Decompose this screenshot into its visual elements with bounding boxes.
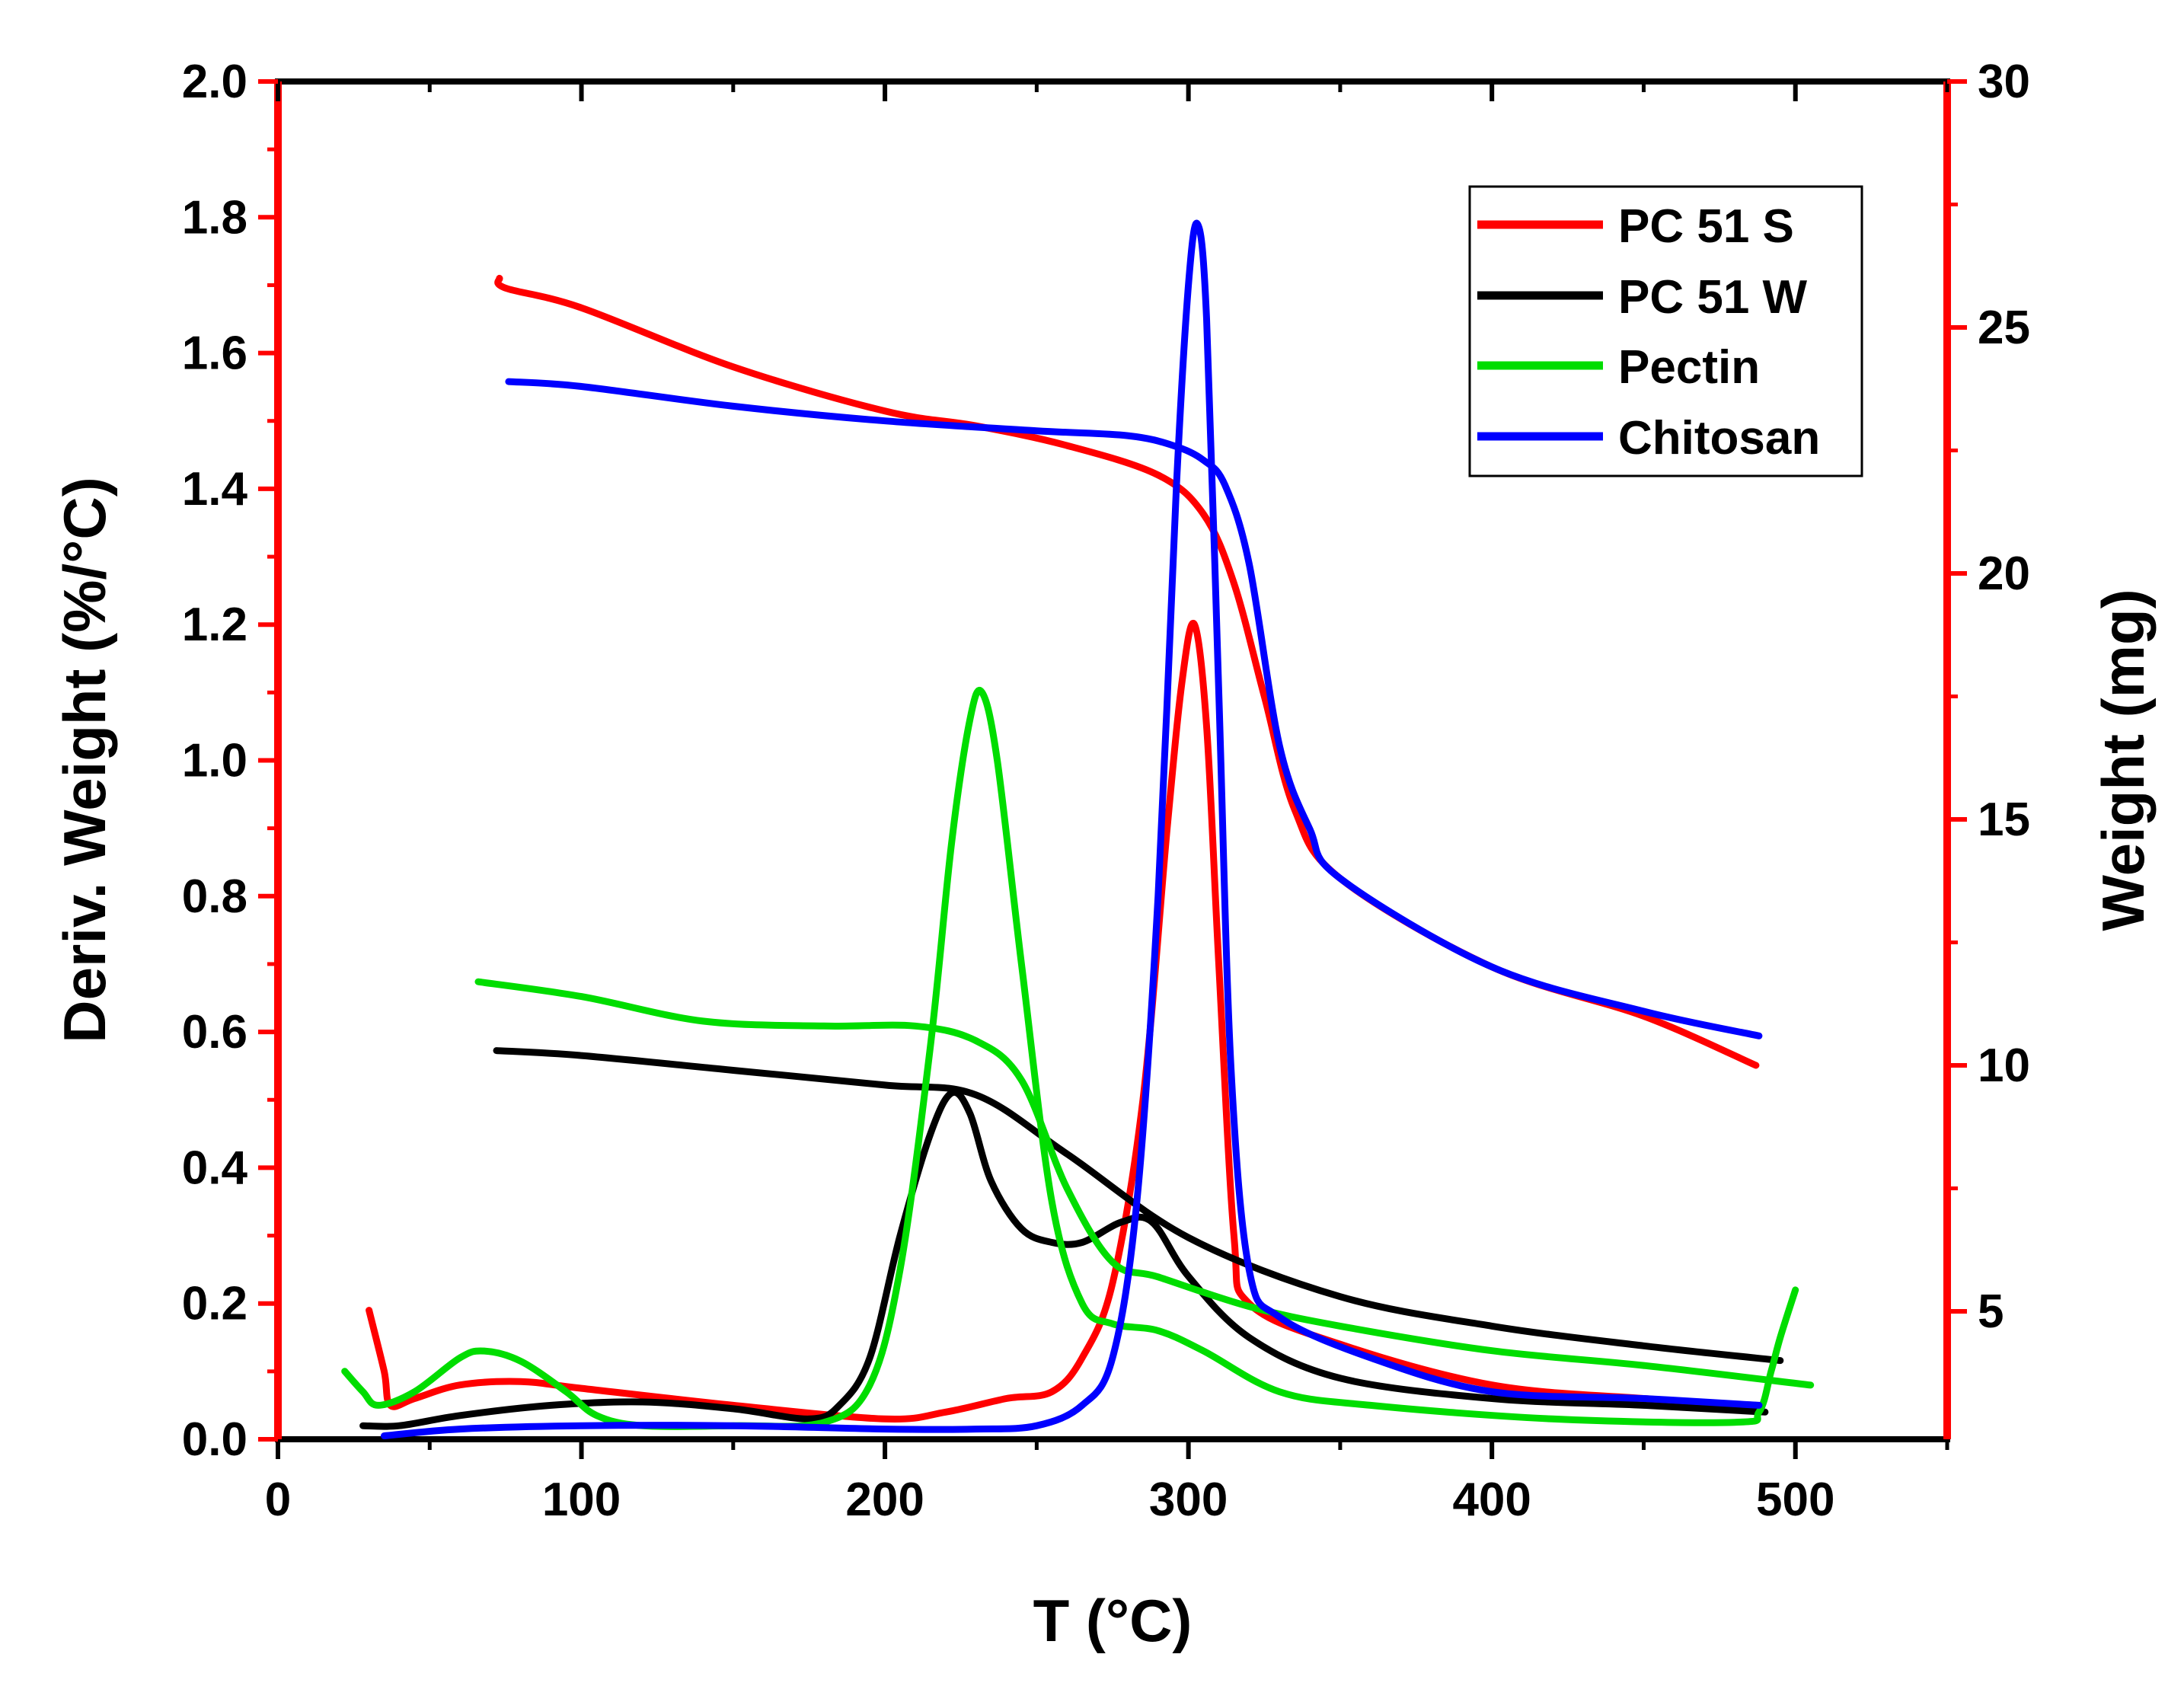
y-left-tick-label: 2.0 xyxy=(182,56,247,108)
deriv-line-chitosan xyxy=(381,219,1763,1439)
y-right-tick-label: 5 xyxy=(1978,1285,2004,1338)
y-left-tick-label: 0.4 xyxy=(182,1142,248,1194)
y-right-tick-label: 10 xyxy=(1978,1039,2030,1092)
weight-line-pc-51-w xyxy=(493,1047,1784,1365)
deriv-line-pc-51-s xyxy=(366,619,1760,1423)
weight-line-pectin xyxy=(474,978,1815,1389)
y-left-tick-label: 0.6 xyxy=(182,1006,247,1059)
x-tick-label: 100 xyxy=(542,1474,621,1526)
series-layer xyxy=(341,219,1815,1439)
y-right-ticks: 5 10 15 20 25 30 xyxy=(1947,56,2030,1338)
deriv-line-pectin xyxy=(341,687,1799,1430)
legend-label-pc51w: PC 51 W xyxy=(1618,271,1808,324)
y-left-tick-label: 1.2 xyxy=(182,599,247,651)
x-ticks: 0 100 200 300 400 500 xyxy=(265,81,1949,1526)
deriv-line-pc-51-w xyxy=(359,1088,1769,1430)
x-tick-label: 200 xyxy=(845,1474,924,1526)
y-left-tick-label: 0.2 xyxy=(182,1278,247,1330)
x-axis-title: T (°C) xyxy=(1033,1587,1193,1654)
x-tick-label: 0 xyxy=(265,1474,291,1526)
y-right-tick-label: 15 xyxy=(1978,794,2030,846)
x-tick-label: 400 xyxy=(1452,1474,1531,1526)
weight-line-chitosan xyxy=(505,378,1763,1039)
x-tick-label: 300 xyxy=(1149,1474,1228,1526)
legend: PC 51 S PC 51 W Pectin Chitosan xyxy=(1468,185,1863,477)
y-left-tick-label: 0.8 xyxy=(182,870,247,923)
legend-label-pectin: Pectin xyxy=(1618,341,1760,394)
legend-box xyxy=(1468,185,1863,477)
y-left-tick-label: 1.6 xyxy=(182,327,247,380)
y-left-axis-title: Deriv. Weight (%/°C) xyxy=(51,477,118,1043)
y-right-tick-label: 30 xyxy=(1978,56,2030,108)
y-left-tick-label: 0.0 xyxy=(182,1413,247,1466)
legend-label-chitosan: Chitosan xyxy=(1618,412,1820,465)
y-left-tick-label: 1.0 xyxy=(182,735,247,787)
y-left-tick-label: 1.4 xyxy=(182,463,248,516)
y-right-tick-label: 25 xyxy=(1978,302,2030,354)
x-tick-label: 500 xyxy=(1756,1474,1834,1526)
y-left-tick-label: 1.8 xyxy=(182,191,247,244)
legend-label-pc51s: PC 51 S xyxy=(1618,200,1794,253)
y-right-tick-label: 20 xyxy=(1978,548,2030,600)
y-right-axis-title: Weight (mg) xyxy=(2090,589,2157,931)
y-left-ticks: 0.0 0.2 0.4 0.6 0.8 1.0 1.2 1.4 1.6 1.8 2.0 xyxy=(182,56,278,1466)
